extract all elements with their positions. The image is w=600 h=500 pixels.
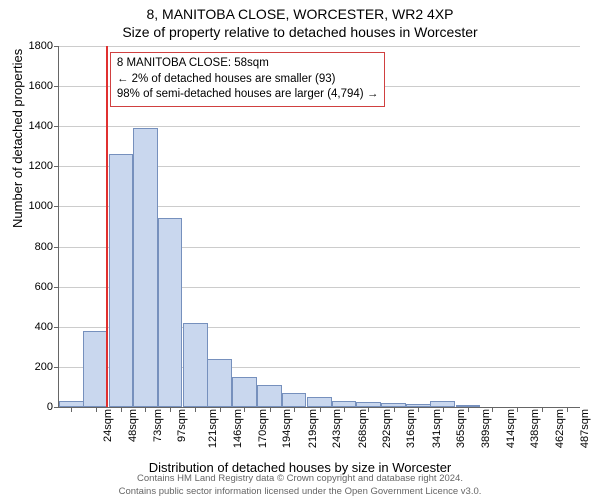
xtick-label: 24sqm	[102, 409, 114, 442]
ytick-mark	[54, 86, 59, 87]
annotation-line: 98% of semi-detached houses are larger (…	[117, 87, 378, 103]
xtick-label: 389sqm	[480, 409, 492, 448]
ytick-mark	[54, 126, 59, 127]
xtick-mark	[468, 407, 469, 412]
xtick-label: 243sqm	[331, 409, 343, 448]
xtick-mark	[170, 407, 171, 412]
ytick-mark	[54, 206, 59, 207]
ytick-mark	[54, 327, 59, 328]
ytick-label: 1200	[19, 160, 53, 172]
xtick-mark	[492, 407, 493, 412]
xtick-label: 48sqm	[127, 409, 139, 442]
xtick-mark	[71, 407, 72, 412]
annotation-box: 8 MANITOBA CLOSE: 58sqm← 2% of detached …	[110, 52, 385, 107]
xtick-mark	[121, 407, 122, 412]
histogram-bar	[183, 323, 208, 407]
xtick-mark	[418, 407, 419, 412]
xtick-label: 170sqm	[257, 409, 269, 448]
xtick-label: 194sqm	[281, 409, 293, 448]
gridline	[59, 46, 580, 47]
histogram-bar	[257, 385, 282, 407]
xtick-mark	[443, 407, 444, 412]
footer-attribution: Contains HM Land Registry data © Crown c…	[0, 473, 600, 498]
xtick-mark	[220, 407, 221, 412]
ytick-mark	[54, 287, 59, 288]
ytick-label: 0	[19, 401, 53, 413]
reference-line	[106, 46, 108, 407]
ytick-mark	[54, 166, 59, 167]
xtick-mark	[567, 407, 568, 412]
xtick-label: 292sqm	[381, 409, 393, 448]
annotation-line: 8 MANITOBA CLOSE: 58sqm	[117, 56, 378, 72]
ytick-mark	[54, 407, 59, 408]
histogram-bar	[282, 393, 307, 407]
xtick-label: 438sqm	[530, 409, 542, 448]
xtick-mark	[368, 407, 369, 412]
plot-area: 0200400600800100012001400160018008 MANIT…	[58, 46, 580, 408]
xtick-label: 121sqm	[207, 409, 219, 448]
xtick-mark	[96, 407, 97, 412]
xtick-label: 146sqm	[232, 409, 244, 448]
xtick-label: 462sqm	[554, 409, 566, 448]
ytick-label: 600	[19, 281, 53, 293]
histogram-bar	[158, 218, 183, 407]
footer-line1: Contains HM Land Registry data © Crown c…	[0, 473, 600, 485]
ytick-label: 1000	[19, 200, 53, 212]
histogram-bar	[307, 397, 332, 407]
ytick-label: 400	[19, 321, 53, 333]
xtick-mark	[244, 407, 245, 412]
ytick-label: 800	[19, 241, 53, 253]
ytick-label: 1800	[19, 40, 53, 52]
gridline	[59, 126, 580, 127]
histogram-bar	[232, 377, 257, 407]
footer-line2: Contains public sector information licen…	[0, 486, 600, 498]
xtick-mark	[145, 407, 146, 412]
annotation-line: ← 2% of detached houses are smaller (93)	[117, 72, 378, 88]
xtick-mark	[542, 407, 543, 412]
title-subtitle: Size of property relative to detached ho…	[0, 22, 600, 40]
xtick-label: 487sqm	[579, 409, 591, 448]
xtick-label: 316sqm	[405, 409, 417, 448]
title-address: 8, MANITOBA CLOSE, WORCESTER, WR2 4XP	[0, 0, 600, 22]
ytick-label: 1600	[19, 80, 53, 92]
chart-container: 8, MANITOBA CLOSE, WORCESTER, WR2 4XP Si…	[0, 0, 600, 500]
xtick-mark	[320, 407, 321, 412]
xtick-label: 219sqm	[307, 409, 319, 448]
ytick-label: 1400	[19, 120, 53, 132]
xtick-label: 341sqm	[431, 409, 443, 448]
xtick-mark	[294, 407, 295, 412]
ytick-label: 200	[19, 361, 53, 373]
xtick-mark	[195, 407, 196, 412]
ytick-mark	[54, 367, 59, 368]
xtick-mark	[394, 407, 395, 412]
xtick-mark	[344, 407, 345, 412]
ytick-mark	[54, 46, 59, 47]
xtick-label: 268sqm	[357, 409, 369, 448]
xtick-label: 365sqm	[455, 409, 467, 448]
histogram-bar	[133, 128, 158, 407]
ytick-mark	[54, 247, 59, 248]
histogram-bar	[207, 359, 232, 407]
xtick-mark	[517, 407, 518, 412]
xtick-label: 73sqm	[152, 409, 164, 442]
xtick-label: 97sqm	[177, 409, 189, 442]
xtick-label: 414sqm	[505, 409, 517, 448]
histogram-bar	[83, 331, 108, 407]
xtick-mark	[270, 407, 271, 412]
histogram-bar	[109, 154, 134, 407]
